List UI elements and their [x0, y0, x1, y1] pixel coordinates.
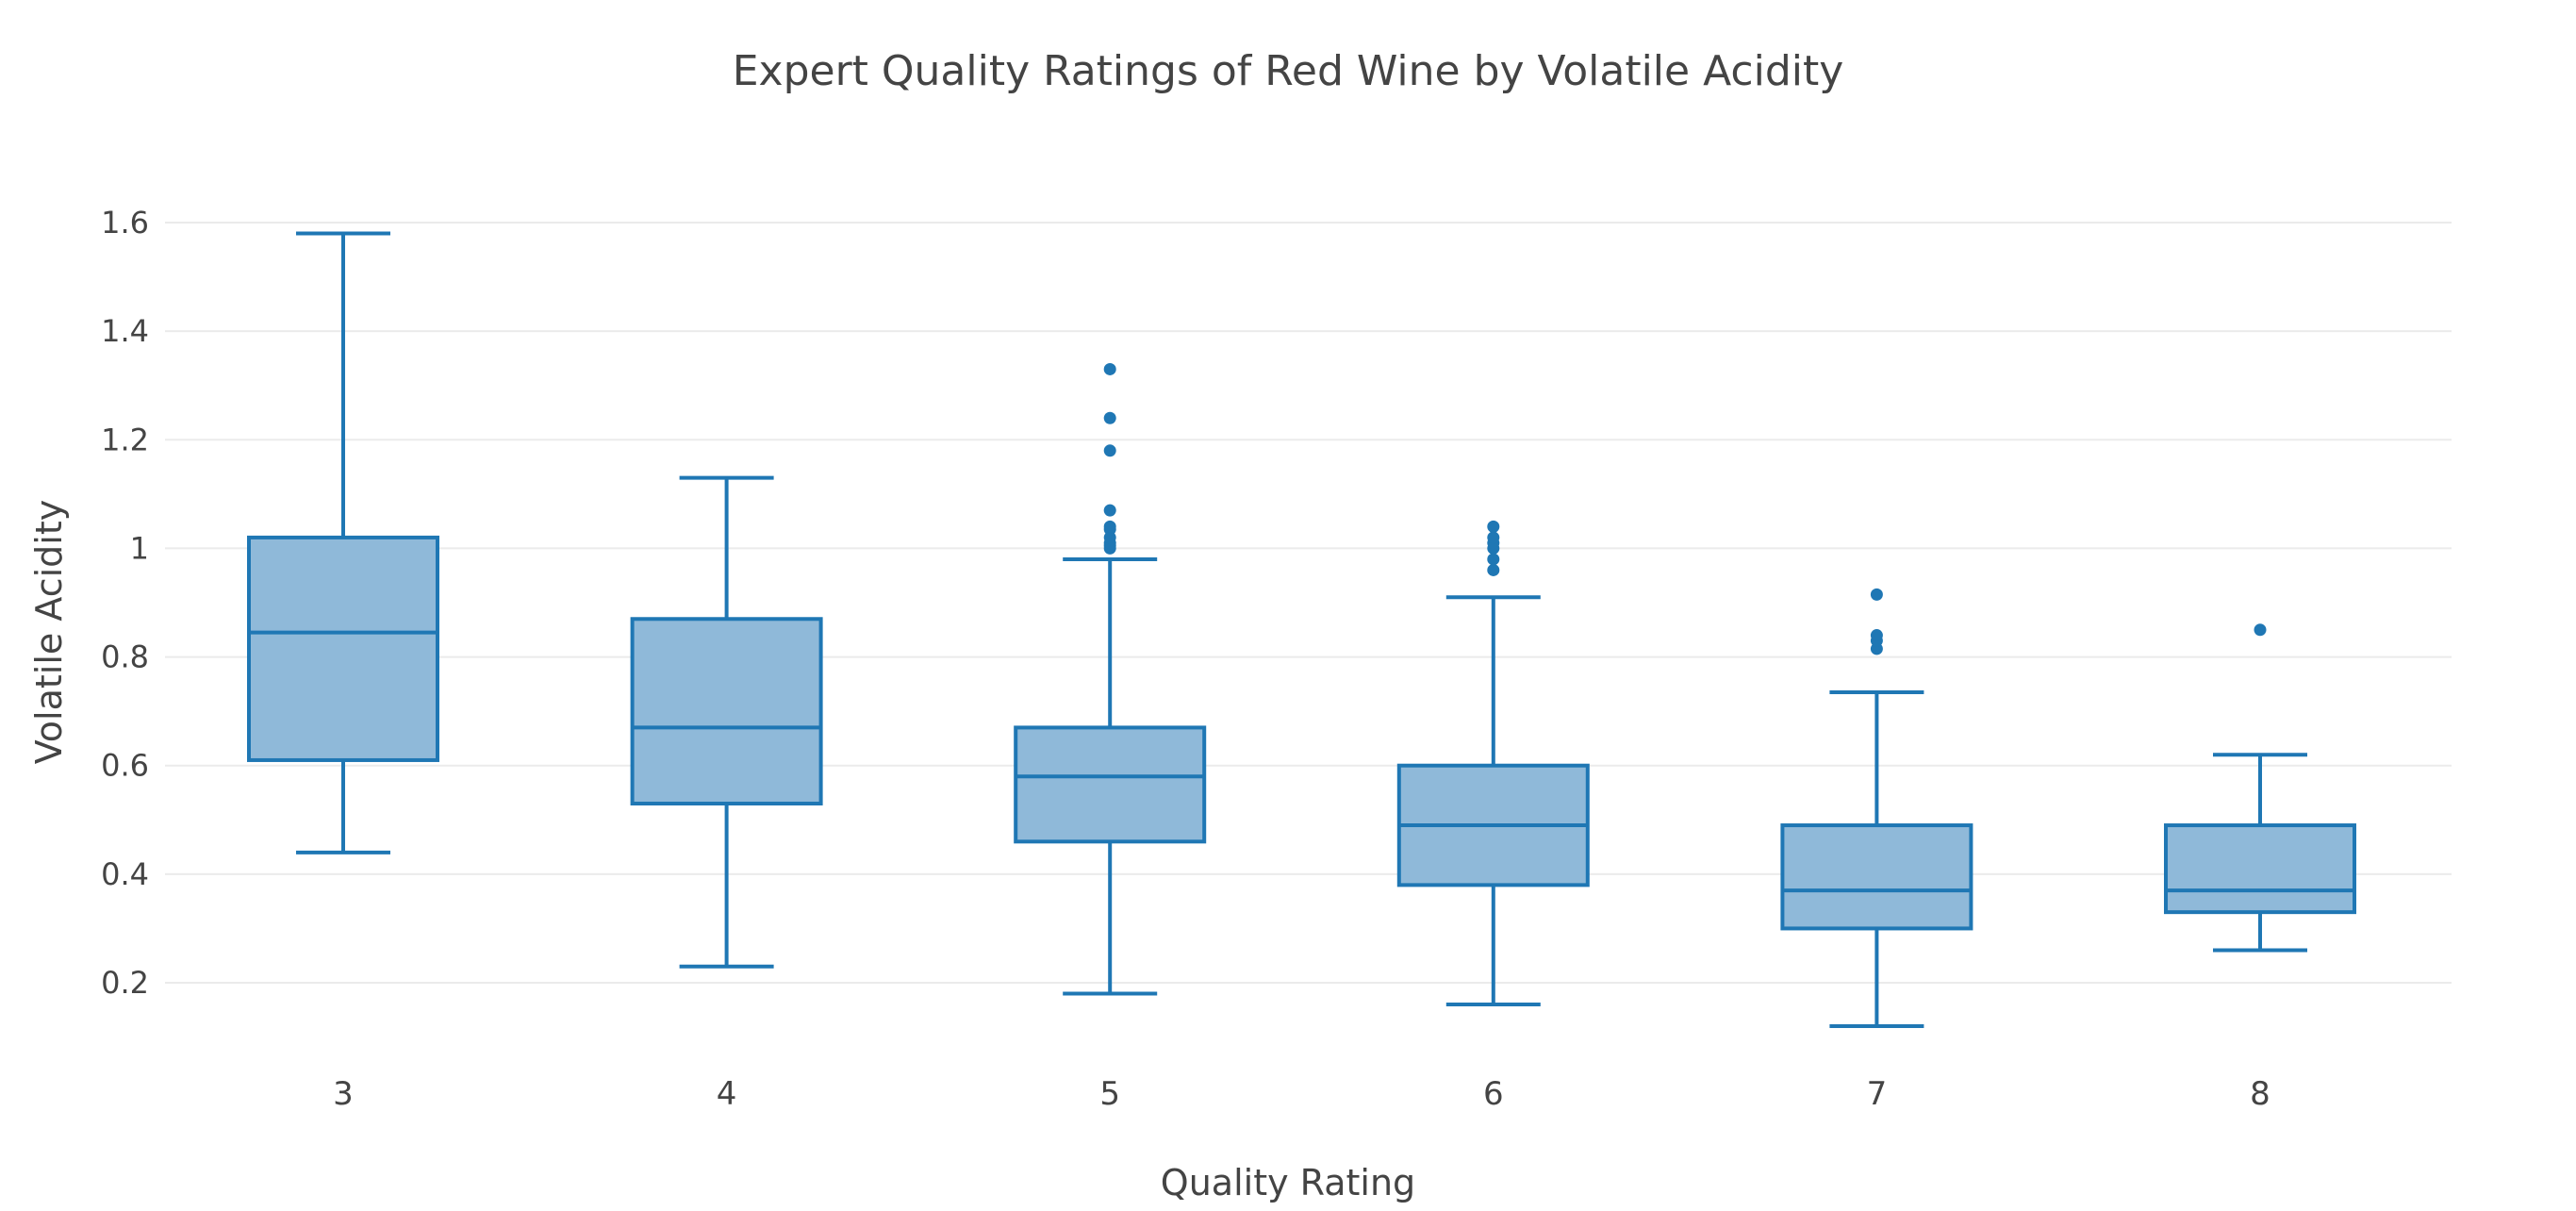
- outlier-point: [1487, 531, 1500, 544]
- outlier-point: [1487, 553, 1500, 566]
- chart-title: Expert Quality Ratings of Red Wine by Vo…: [732, 47, 1844, 95]
- boxes: [247, 231, 2356, 1029]
- box-3: [247, 231, 439, 854]
- y-tick-labels: 0.2 0.4 0.6 0.8 1 1.2 1.4 1.6: [101, 205, 149, 1001]
- x-tick-label: 6: [1483, 1075, 1504, 1113]
- iqr-box: [247, 535, 439, 762]
- iqr-box: [1780, 823, 1973, 931]
- y-tick-label: 0.8: [101, 639, 149, 675]
- gridlines: [165, 222, 2452, 984]
- y-tick-label: 1.6: [101, 205, 149, 241]
- x-tick-label: 3: [333, 1075, 354, 1113]
- x-axis-title: Quality Rating: [1160, 1162, 1416, 1203]
- outlier-point: [1487, 520, 1500, 533]
- outlier-point: [1103, 411, 1116, 424]
- outlier-point: [1103, 362, 1116, 375]
- x-tick-label: 8: [2250, 1075, 2271, 1113]
- outlier-point: [1103, 504, 1116, 517]
- outlier-point: [1103, 520, 1116, 533]
- x-tick-label: 4: [717, 1075, 737, 1113]
- box-4: [630, 475, 823, 969]
- box-6: [1396, 520, 1590, 1007]
- y-tick-label: 1.2: [101, 422, 149, 457]
- y-tick-label: 0.4: [101, 856, 149, 892]
- box-5: [1014, 362, 1207, 996]
- iqr-box: [630, 617, 823, 806]
- outlier-point: [1870, 629, 1883, 642]
- outlier-point: [1487, 563, 1500, 576]
- y-tick-label: 1.4: [101, 313, 149, 349]
- box-8: [2164, 623, 2356, 953]
- outlier-point: [2254, 623, 2267, 637]
- outlier-point: [1103, 444, 1116, 457]
- x-tick-label: 5: [1099, 1075, 1120, 1113]
- iqr-box: [2164, 823, 2356, 915]
- y-tick-label: 1: [130, 530, 149, 566]
- iqr-box: [1014, 725, 1207, 844]
- y-tick-label: 0.2: [101, 965, 149, 1001]
- x-tick-labels: 3 4 5 6 7 8: [333, 1075, 2271, 1113]
- x-tick-label: 7: [1867, 1075, 1888, 1113]
- y-tick-label: 0.6: [101, 748, 149, 784]
- outlier-point: [1870, 588, 1883, 601]
- box-7: [1780, 588, 1973, 1029]
